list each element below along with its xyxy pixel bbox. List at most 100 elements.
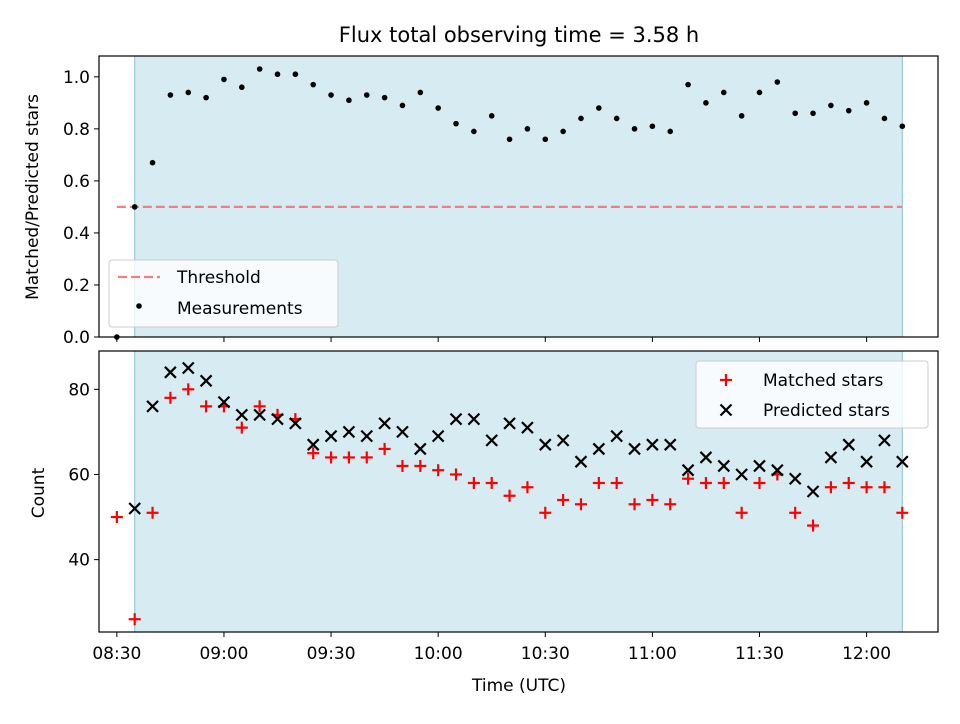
matched-star-point [450,468,463,481]
measurement-point [828,102,834,109]
cross-b [753,459,766,473]
matched-star-point [467,476,480,489]
x-tick-label: 10:00 [414,644,463,664]
cross-b [253,408,266,422]
top-panel: 0.0 0.2 0.4 0.6 0.8 1.0 Threshold Measurements [63,55,939,348]
y-tick-label: 60 [68,465,90,485]
y-tick-label: 0.4 [63,224,90,244]
predicted-star-point [628,442,641,456]
bottom-y-axis-label: Count [29,467,49,518]
measurement-point [506,136,513,143]
predicted-star-point [235,408,249,422]
predicted-star-point [788,472,802,486]
x-tick-label: 12:00 [842,644,891,664]
cross-b [485,434,499,447]
cross-b [717,459,731,473]
matched-star-point [682,472,695,485]
cross-b [735,468,748,481]
measurement-point [845,107,852,114]
measurement-point [435,105,441,111]
matched-star-point [200,400,213,413]
top-legend: Threshold Measurements [108,259,339,328]
predicted-star-point [181,361,195,375]
cross-b [788,472,802,486]
predicted-star-point [806,485,820,498]
cross-b [860,455,873,468]
cross-b [128,502,141,515]
legend-measurement-swatch [136,303,142,309]
matched-star-point [164,391,177,404]
measurement-point [203,94,209,101]
measurement-point [863,100,870,106]
measurement-point [810,110,816,117]
predicted-star-point [860,455,873,468]
cross-b [878,434,891,447]
predicted-star-point [485,434,499,447]
cross-b [521,421,534,434]
measurement-point [596,105,602,111]
cross-b [538,438,552,451]
legend-box [108,259,339,328]
cross-b [824,451,838,464]
measurement-point [738,113,745,119]
matched-star-point [128,613,141,626]
measurement-point [578,115,584,122]
cross-b [896,455,909,468]
predicted-star-point [467,412,481,426]
matched-star-point [325,451,338,464]
legend-predicted-swatch [719,403,733,417]
x-tick-label: 10:30 [521,644,570,664]
matched-star-point [557,494,570,507]
axes-frame [98,55,939,338]
matched-star-point [432,464,445,477]
measurement-point [720,89,727,96]
matched-star-point [807,519,820,532]
predicted-star-point [771,463,784,477]
x-tick-label: 11:30 [735,644,784,664]
matched-star-point [574,498,587,511]
predicted-star-point [414,442,427,456]
predicted-star-point [521,421,534,434]
predicted-star-point [396,425,409,439]
cross-b [842,438,856,451]
predicted-star-point [271,412,284,426]
cross-b [217,395,231,409]
predicted-star-point [306,438,320,451]
matched-star-point [664,498,677,511]
y-tick-label: 0.6 [63,172,90,192]
measurement-point [899,123,906,130]
measurement-point [346,97,352,104]
y-tick-label: 0.0 [63,328,90,348]
cross-b [396,425,409,439]
cross-b [146,400,159,413]
matched-star-point [735,506,748,519]
predicted-star-point [824,451,838,464]
x-tick-label: 09:00 [199,644,248,664]
y-tick-label: 1.0 [63,68,90,88]
cross-b [467,412,481,426]
measurement-point [149,159,156,166]
predicted-star-point [538,438,552,451]
measurement-point [649,123,656,130]
measurement-point [524,126,531,132]
matched-star-point [699,476,712,489]
bottom-legend: Matched stars Predicted stars [695,360,929,429]
predicted-star-point [164,366,177,379]
predicted-star-point [253,408,266,422]
measurement-point [453,120,459,127]
y-tick-label: 80 [68,380,90,400]
measurement-point [685,81,691,88]
y-tick-label: 40 [68,551,90,571]
measurement-point [221,76,227,83]
matched-star-point [842,476,855,489]
cross-b [235,408,249,422]
matched-star-point [860,481,873,494]
predicted-star-point [289,417,302,430]
matched-star-point [789,506,802,519]
cross-b [164,366,177,379]
predicted-star-point [556,434,570,447]
cross-b [199,374,213,388]
cross-b [342,425,356,439]
cross-b [289,417,302,430]
x-axis-label: Time (UTC) [471,676,566,696]
